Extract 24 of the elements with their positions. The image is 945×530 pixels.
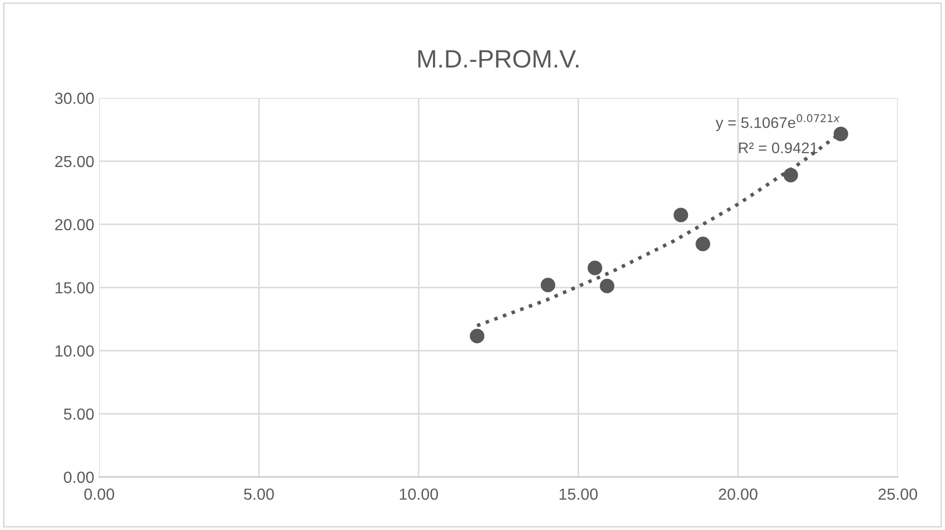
y-tick-label: 10.00: [56, 345, 94, 357]
point: [674, 208, 688, 222]
annotation: R² = 0.9421: [739, 142, 818, 154]
x-tick-label: 10.00: [400, 488, 438, 500]
x-tick-label: 20.00: [718, 488, 758, 500]
point: [540, 278, 556, 292]
chart-title: M.D.-PROM.V.: [418, 50, 578, 68]
point: [470, 328, 484, 344]
point: [783, 168, 798, 182]
annotation: y = 5.1067e$^{0.0721x}$: [716, 114, 840, 132]
point: [588, 260, 602, 276]
x-tick-label: 0.00: [84, 488, 114, 500]
y-tick-label: 15.00: [56, 282, 94, 294]
y-tick-label: 20.00: [55, 219, 94, 230]
y-tick-label: 5.00: [64, 408, 94, 420]
y-tick-label: 25.00: [55, 156, 94, 168]
x-tick-label: 5.00: [244, 488, 274, 500]
y-tick-label: 0.00: [64, 472, 94, 483]
y-tick-label: 30.00: [55, 92, 94, 104]
point: [600, 278, 614, 294]
x-tick-label: 25.00: [878, 488, 918, 500]
point: [834, 126, 848, 142]
point: [696, 236, 710, 252]
x-tick-label: 15.00: [560, 488, 598, 500]
